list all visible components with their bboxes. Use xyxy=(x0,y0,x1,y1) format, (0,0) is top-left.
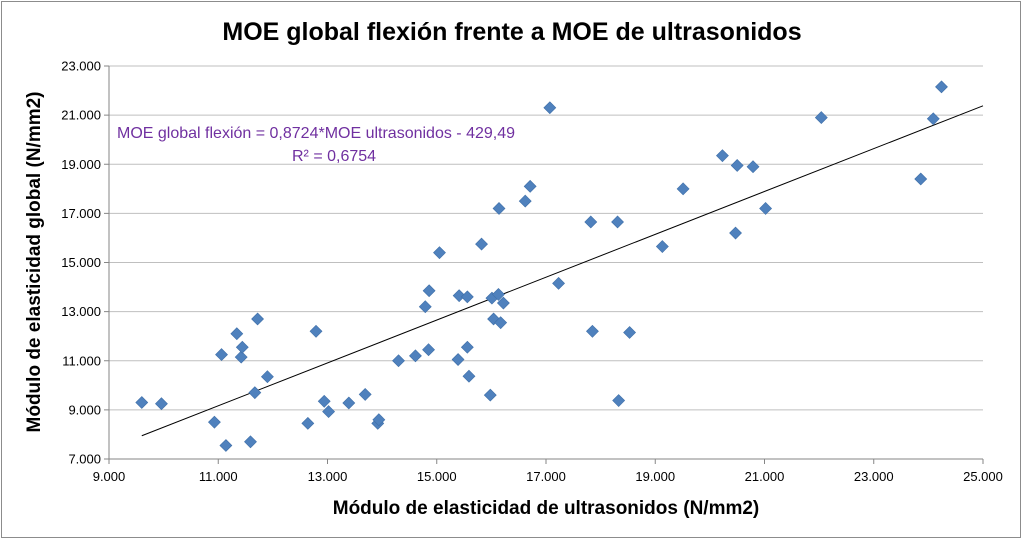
data-point xyxy=(460,290,474,304)
data-point xyxy=(494,316,508,330)
chart-title: MOE global flexión frente a MOE de ultra… xyxy=(222,18,801,46)
y-tick-label: 23.000 xyxy=(61,59,101,74)
data-point xyxy=(208,415,221,429)
data-point xyxy=(234,350,248,364)
data-point xyxy=(260,370,274,384)
y-tick-label: 9.000 xyxy=(68,402,101,417)
data-point xyxy=(496,296,510,310)
data-point xyxy=(135,396,149,409)
data-point xyxy=(716,149,729,163)
data-point xyxy=(759,202,773,215)
data-point xyxy=(317,394,331,408)
data-point xyxy=(460,340,474,354)
data-point xyxy=(612,394,626,407)
x-tick-label: 21.000 xyxy=(745,469,785,484)
data-point xyxy=(309,324,323,338)
data-point xyxy=(422,284,436,298)
data-point xyxy=(523,179,537,193)
data-point xyxy=(483,388,497,402)
data-point xyxy=(433,246,446,260)
x-tick-label: 15.000 xyxy=(417,469,457,484)
data-point xyxy=(418,300,432,314)
data-point xyxy=(235,340,249,354)
data-point xyxy=(451,353,465,366)
data-point xyxy=(155,397,168,411)
y-axis-title: Módulo de elasticidad global (N/mm2) xyxy=(24,92,45,433)
x-tick-label: 9.000 xyxy=(93,469,126,484)
data-point xyxy=(422,343,435,357)
data-point xyxy=(475,237,488,251)
x-tick-label: 23.000 xyxy=(854,469,894,484)
data-point xyxy=(655,240,669,253)
data-point xyxy=(301,416,315,430)
data-point xyxy=(372,413,386,427)
data-point xyxy=(935,80,948,94)
y-tick-label: 11.000 xyxy=(62,353,101,368)
y-tick-label: 21.000 xyxy=(61,108,101,123)
data-point xyxy=(492,202,506,215)
data-point xyxy=(342,396,356,410)
data-point xyxy=(409,349,422,363)
data-point xyxy=(552,276,565,290)
data-point xyxy=(230,327,244,341)
y-tick-label: 7.000 xyxy=(68,452,101,467)
axes xyxy=(104,65,984,464)
data-point xyxy=(611,215,624,229)
data-point xyxy=(492,288,505,301)
tick-labels: 7.000 9.000 11.000 13.000 15.000 17.000 19.000… xyxy=(61,59,1003,485)
data-point xyxy=(729,226,742,240)
x-axis-title: Módulo de elasticidad de ultrasonidos (N… xyxy=(333,498,760,519)
x-tick-label: 11.000 xyxy=(199,469,238,484)
data-point xyxy=(358,387,372,401)
data-points xyxy=(135,80,948,452)
trendline-equation: MOE global flexión = 0,8724*MOE ultrason… xyxy=(117,125,515,142)
y-tick-label: 15.000 xyxy=(61,255,101,270)
x-tick-label: 17.000 xyxy=(526,469,566,484)
data-point xyxy=(543,101,557,115)
data-point xyxy=(392,354,405,368)
data-point xyxy=(462,369,476,383)
data-point xyxy=(248,386,262,400)
data-point xyxy=(914,172,928,186)
data-point xyxy=(215,348,228,362)
trendline-line xyxy=(141,105,984,437)
data-point xyxy=(584,215,598,229)
data-point xyxy=(623,326,637,339)
data-point xyxy=(586,324,599,338)
y-tick-label: 17.000 xyxy=(61,206,101,221)
y-tick-label: 13.000 xyxy=(61,304,101,319)
x-tick-label: 25.000 xyxy=(963,469,1003,484)
data-point xyxy=(452,289,466,303)
data-point xyxy=(219,439,233,452)
x-tick-label: 19.000 xyxy=(635,469,675,484)
data-point xyxy=(926,112,940,126)
trendline xyxy=(141,105,984,437)
data-point xyxy=(244,435,257,449)
data-point xyxy=(518,194,532,208)
data-point xyxy=(746,160,760,174)
data-point xyxy=(814,111,828,125)
y-tick-label: 19.000 xyxy=(61,157,101,172)
data-point xyxy=(251,312,265,326)
gridlines xyxy=(109,65,983,411)
data-point xyxy=(730,159,744,172)
x-tick-label: 13.000 xyxy=(308,469,348,484)
r-squared-label: R² = 0,6754 xyxy=(292,148,376,165)
data-point xyxy=(322,405,336,419)
data-point xyxy=(676,182,690,196)
